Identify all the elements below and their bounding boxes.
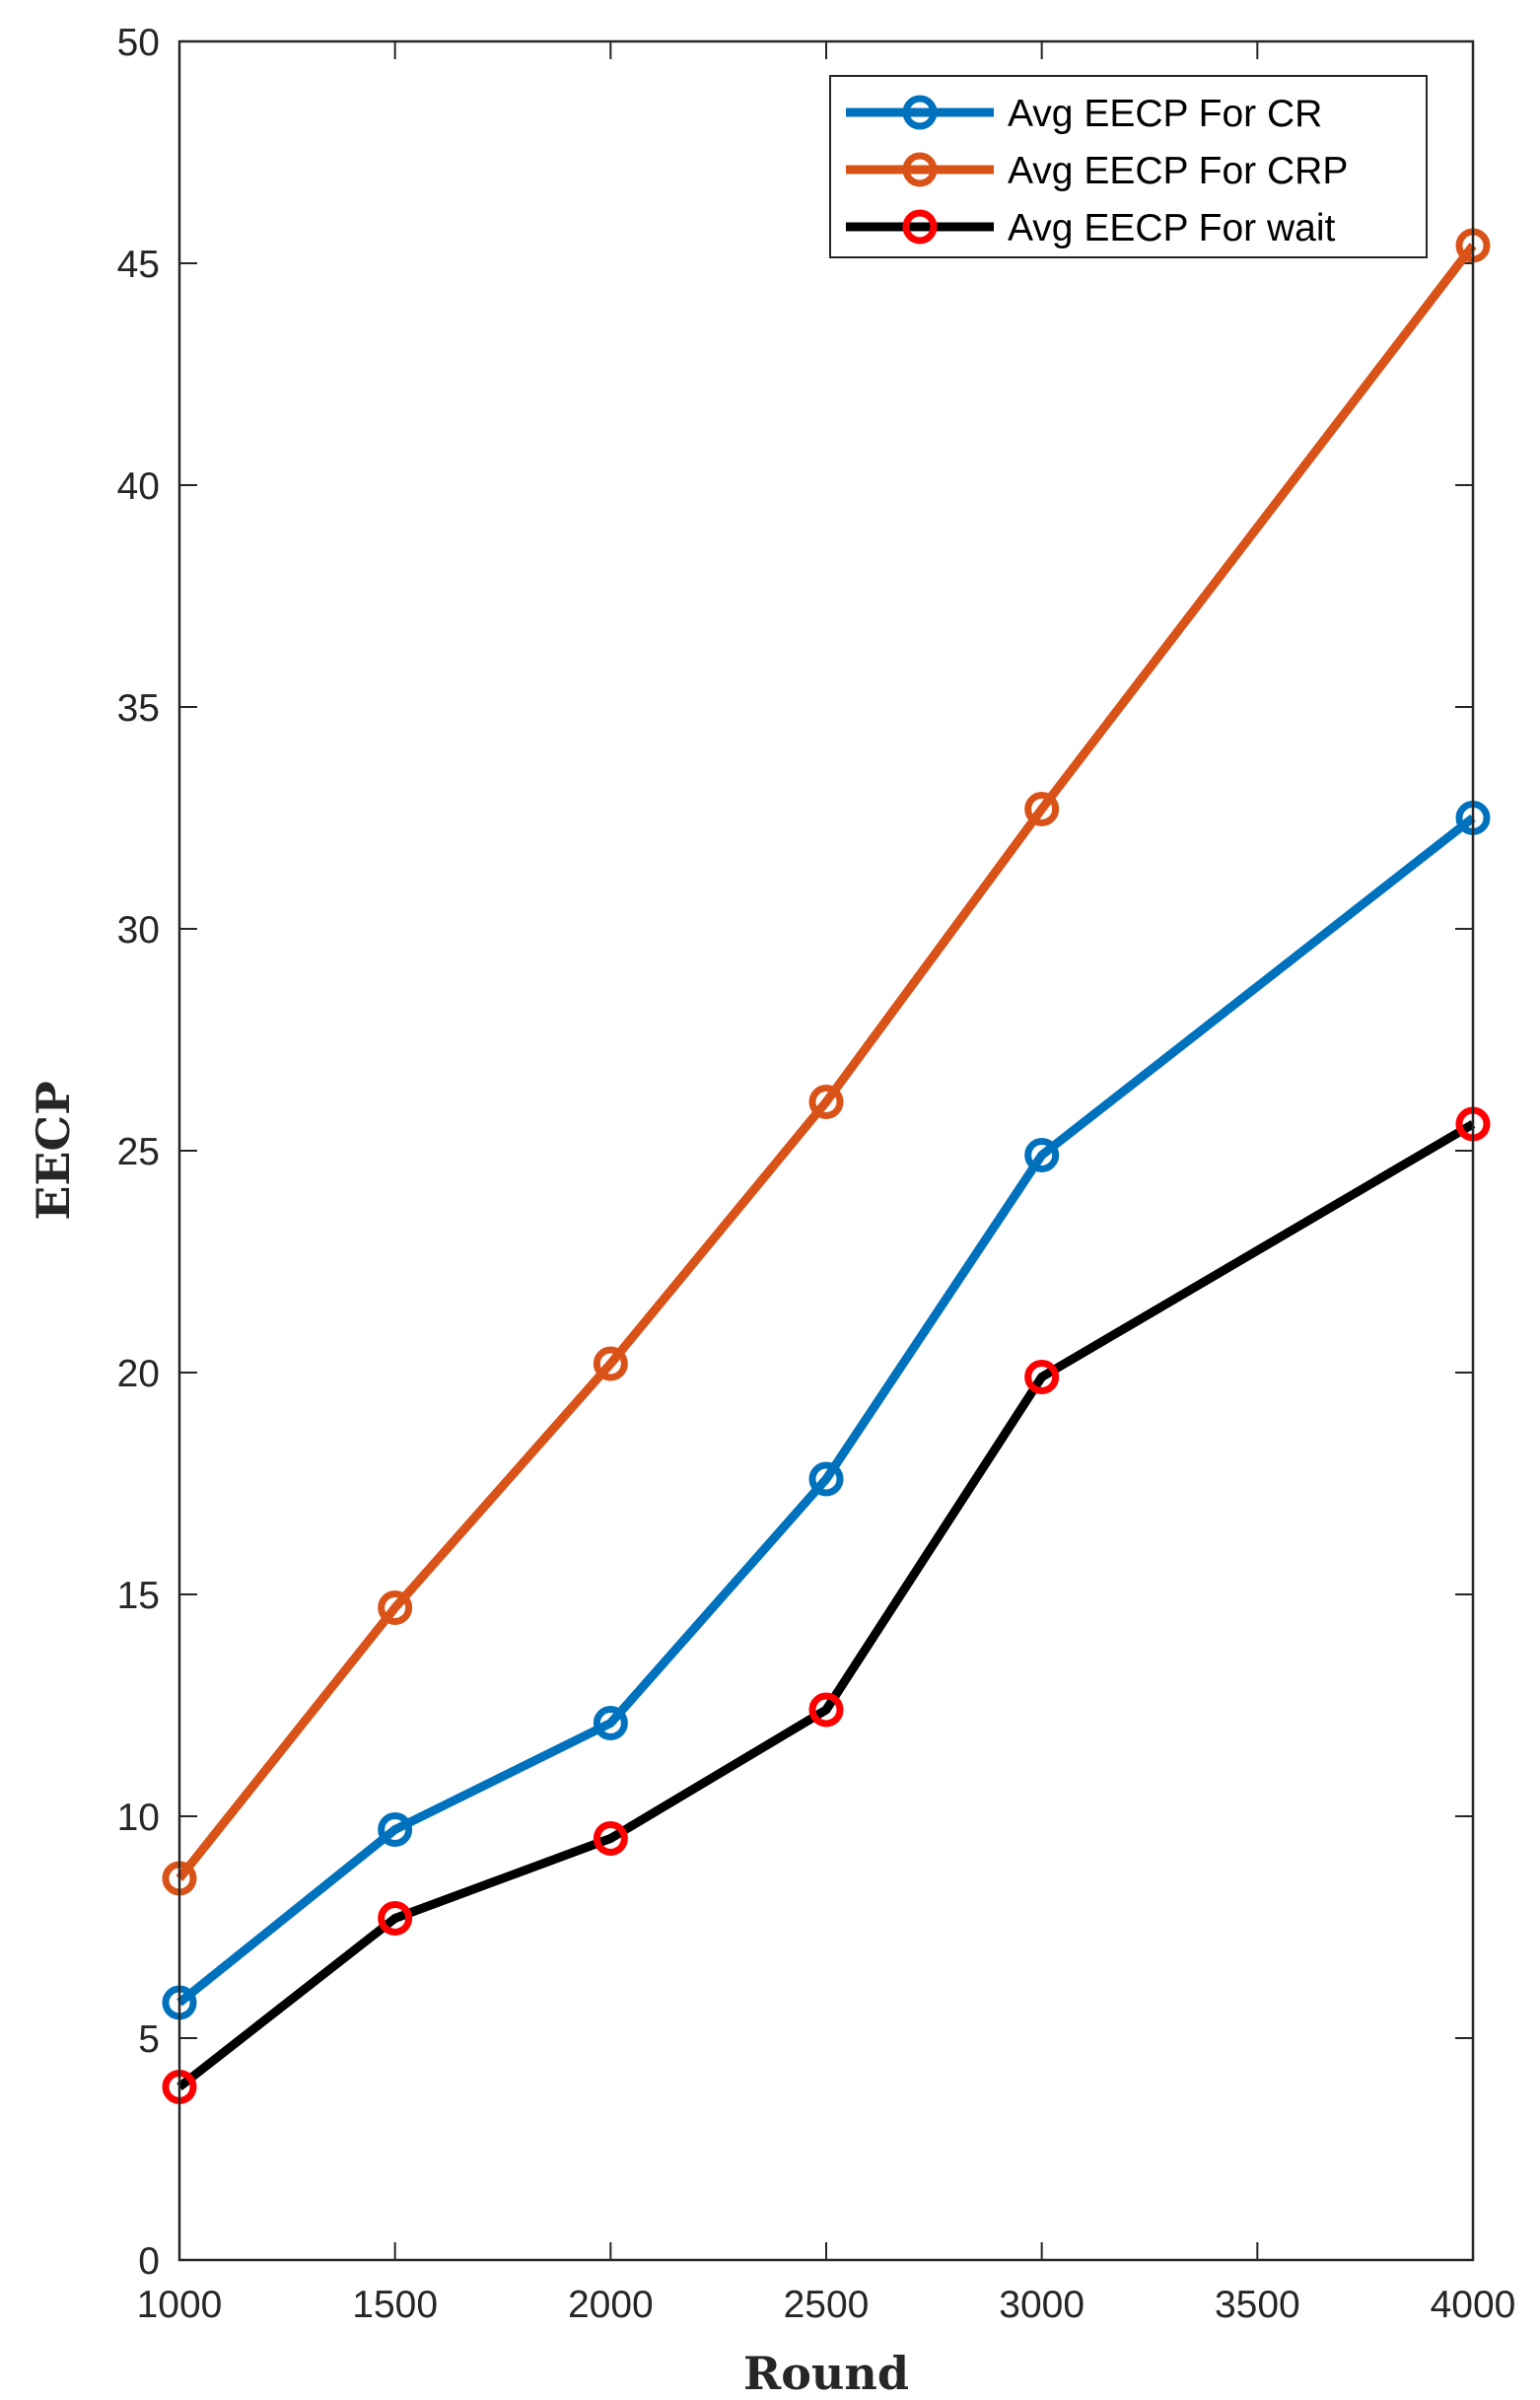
series-line: [175, 243, 1477, 1881]
y-tick-label: 45: [117, 244, 160, 286]
y-tick-label: 15: [117, 1575, 160, 1617]
data-point: [1024, 1360, 1060, 1394]
legend-swatch-marker: [902, 152, 938, 187]
y-tick-label: 20: [117, 1353, 160, 1395]
x-tick-label: 2500: [784, 2284, 870, 2326]
legend-item: Avg EECP For CR: [846, 93, 1322, 135]
legend-label: Avg EECP For wait: [1008, 207, 1336, 249]
series-line: [176, 813, 1476, 2007]
data-point: [378, 1590, 413, 1625]
data-point: [1024, 792, 1060, 826]
axes-box: [177, 39, 1475, 2262]
y-axis-label: EECP: [27, 1081, 80, 1220]
series-line: [176, 1120, 1476, 2091]
x-tick-label: 1000: [137, 2284, 223, 2326]
y-tick-label: 50: [117, 22, 160, 64]
axis-ticks: 1000 1500 2000 2500 3000 3500 4000 0 5 10 15 20 25 30…: [117, 22, 1516, 2326]
series-layer: [162, 228, 1491, 2104]
data-point: [808, 1692, 844, 1728]
x-tick-label: 3000: [999, 2284, 1085, 2326]
y-tick-label: 40: [117, 465, 160, 508]
data-point: [378, 1812, 413, 1847]
y-tick-label: 25: [117, 1131, 160, 1173]
legend-swatch-marker: [902, 95, 938, 130]
data-point: [378, 1901, 413, 1936]
legend-item: Avg EECP For CRP: [846, 150, 1348, 192]
x-tick-label: 1500: [352, 2284, 438, 2326]
x-tick-label: 4000: [1431, 2284, 1516, 2326]
x-tick-label: 3500: [1215, 2284, 1300, 2326]
data-point: [593, 1706, 628, 1740]
y-tick-label: 10: [117, 1797, 160, 1839]
series-3: [162, 1106, 1491, 2104]
y-tick-label: 5: [138, 2018, 160, 2061]
data-point: [1024, 1138, 1060, 1172]
legend-label: Avg EECP For CR: [1008, 93, 1322, 135]
x-tick-label: 2000: [568, 2284, 654, 2326]
data-point: [808, 1085, 844, 1119]
legend-item: Avg EECP For wait: [846, 207, 1336, 249]
legend-label: Avg EECP For CRP: [1008, 150, 1348, 192]
series-2: [162, 228, 1491, 1896]
legend-swatch-marker: [902, 209, 938, 245]
legend: Avg EECP For CR Avg EECP For CRP Avg EECP …: [829, 75, 1428, 258]
data-point: [593, 1346, 628, 1381]
data-point: [808, 1461, 844, 1497]
data-point: [593, 1821, 628, 1856]
y-tick-label: 35: [117, 687, 160, 730]
y-tick-label: 30: [117, 909, 160, 952]
y-tick-label: 0: [138, 2240, 160, 2283]
x-axis-label: Round: [743, 2347, 909, 2400]
series-1: [162, 801, 1491, 2020]
